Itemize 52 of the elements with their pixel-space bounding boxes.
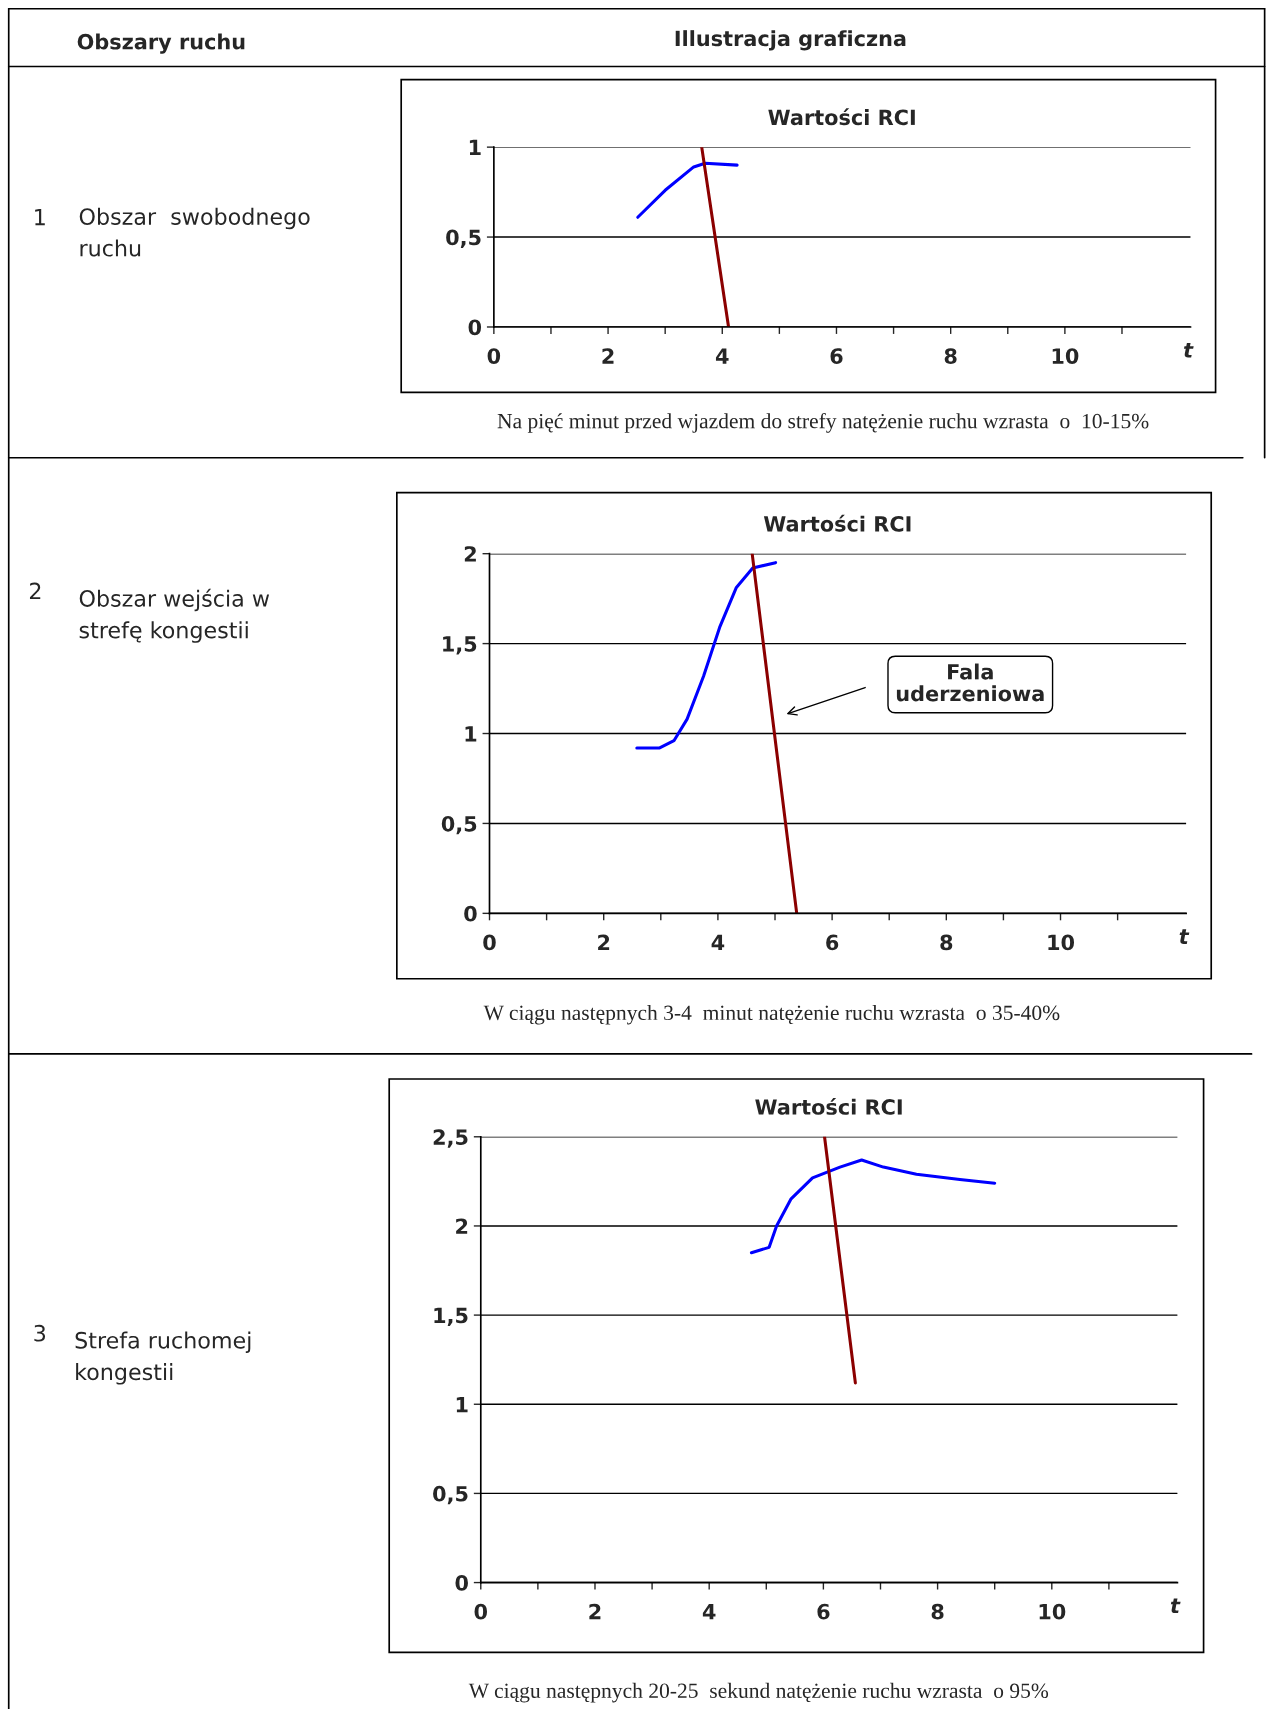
- x-axis-title: t: [1170, 1598, 1181, 1614]
- y-tick-label: 0: [464, 905, 477, 922]
- y-tick-label: 0,5: [441, 815, 477, 835]
- y-tick-label: 1: [465, 726, 477, 742]
- y-tick-label: 2,5: [433, 1129, 468, 1148]
- text: W ciągu następnych 3-4 minut natężenie ruchu wzrasta o 35-40%: [483, 1004, 1060, 1025]
- x-tick-label: 6: [826, 934, 839, 951]
- x-tick-label: 10: [1048, 934, 1075, 951]
- y-tick-label: 2: [456, 1218, 468, 1234]
- y-tick-label: 2: [464, 546, 476, 562]
- text: Obszar swobodnego ruchu: [79, 207, 310, 257]
- x-tick-label: 6: [817, 1603, 830, 1620]
- x-tick-label: 2: [589, 1603, 601, 1620]
- x-tick-label: 10: [1052, 348, 1079, 364]
- x-tick-label: 8: [944, 348, 957, 364]
- x-tick-label: 4: [715, 348, 729, 364]
- text: 1: [35, 209, 45, 226]
- x-tick-label: 8: [931, 1603, 944, 1620]
- line-series: [749, 1158, 997, 1255]
- x-tick-label: 10: [1039, 1603, 1066, 1620]
- x-tick-label: 6: [830, 348, 843, 364]
- y-tick-label: 1,5: [434, 1307, 468, 1326]
- annotation: Fala uderzeniowa: [896, 663, 1044, 702]
- y-tick-label: 0,5: [433, 1485, 468, 1505]
- text: 2: [29, 582, 41, 600]
- x-axis-title: t: [1183, 342, 1194, 358]
- text: W ciągu następnych 20-25 sekund natężenie ruchu wzrasta o 95%: [468, 1682, 1049, 1703]
- text: Illustracja graficzna: [675, 30, 906, 51]
- x-tick-label: 0: [483, 934, 496, 951]
- y-tick-label: 1: [456, 1396, 468, 1413]
- chart-title: Wartości RCI: [755, 1097, 902, 1115]
- chart-title: Wartości RCI: [768, 108, 915, 126]
- y-tick-label: 0: [455, 1575, 468, 1591]
- y-tick-label: 1: [469, 139, 481, 156]
- y-tick-label: 0: [468, 319, 482, 336]
- x-tick-label: 4: [702, 1604, 716, 1620]
- line-series: [636, 161, 739, 219]
- text: 3: [34, 1324, 46, 1342]
- x-tick-label: 4: [711, 934, 725, 951]
- chart-title: Wartości RCI: [763, 514, 911, 532]
- x-tick-label: 2: [598, 934, 610, 951]
- text: Na pięć minut przed wjazdem do strefy natężenie ruchu wzrasta o 10-15%: [497, 412, 1149, 433]
- x-tick-label: 0: [487, 348, 501, 364]
- text: Strefa ruchomej kongestii: [75, 1331, 251, 1385]
- x-tick-label: 8: [940, 934, 953, 951]
- y-tick-label: 0,5: [446, 229, 481, 248]
- y-tick-label: 1,5: [443, 636, 477, 655]
- text: Obszar wejścia w strefę kongestii: [79, 588, 270, 643]
- text: Obszary ruchu: [77, 33, 245, 54]
- x-tick-label: 2: [602, 348, 614, 364]
- x-axis-title: t: [1179, 929, 1190, 944]
- line-series: [635, 561, 778, 750]
